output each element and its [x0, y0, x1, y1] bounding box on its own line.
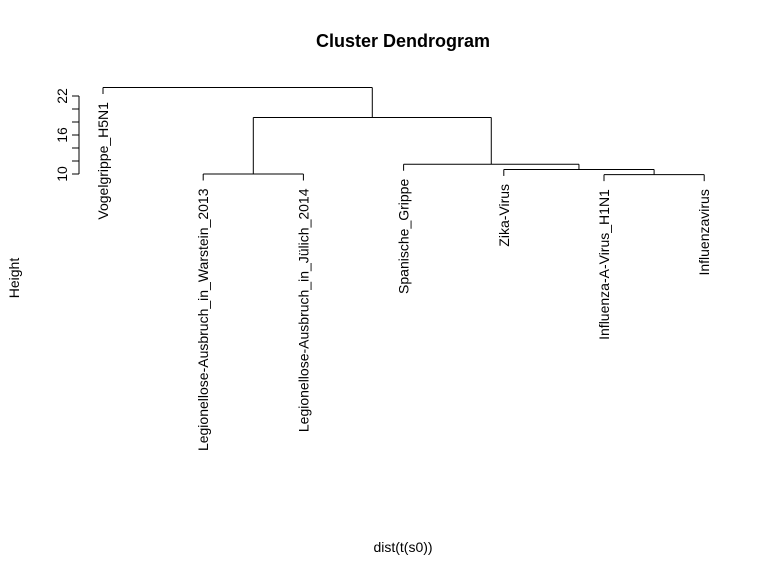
y-tick-label: 16 [54, 127, 70, 143]
y-axis-label: Height [6, 258, 22, 299]
y-tick-label: 10 [54, 166, 70, 182]
chart-title: Cluster Dendrogram [316, 31, 490, 51]
leaf-label: Legionellose-Ausbruch_in_Warstein_2013 [195, 188, 211, 451]
leaf-label: Influenza-A-Virus_H1N1 [596, 189, 612, 340]
leaf-label: Influenzavirus [696, 189, 712, 275]
y-tick-label: 22 [54, 88, 70, 104]
y-axis: 10 16 22 [54, 88, 80, 182]
leaf-labels: Vogelgrippe_H5N1 Legionellose-Ausbruch_in… [95, 102, 712, 451]
leaf-label: Vogelgrippe_H5N1 [95, 102, 111, 220]
leaf-label: Spanische_Grippe [396, 179, 412, 294]
x-axis-label: dist(t(s0)) [373, 539, 432, 555]
leaf-label: Legionellose-Ausbruch_in_Jülich_2014 [295, 188, 311, 432]
dendrogram-branches [102, 87, 705, 182]
leaf-label: Zika-Virus [496, 184, 512, 247]
